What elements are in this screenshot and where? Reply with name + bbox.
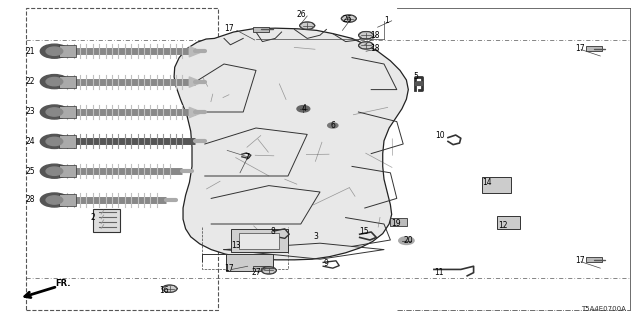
Circle shape [399, 237, 414, 244]
Text: 3: 3 [314, 232, 319, 241]
Text: 20: 20 [403, 236, 413, 245]
FancyBboxPatch shape [253, 266, 269, 271]
Text: 14: 14 [483, 178, 492, 187]
FancyBboxPatch shape [59, 106, 76, 118]
Circle shape [358, 31, 374, 39]
Text: 15: 15 [360, 227, 369, 236]
Text: 24: 24 [26, 137, 35, 146]
Circle shape [297, 106, 310, 112]
Circle shape [46, 167, 63, 175]
Circle shape [40, 193, 68, 207]
Circle shape [46, 108, 63, 116]
Circle shape [341, 15, 356, 22]
Text: 4: 4 [302, 104, 307, 113]
Text: 12: 12 [498, 221, 508, 230]
FancyBboxPatch shape [231, 229, 288, 252]
Text: 5: 5 [413, 72, 419, 81]
Text: 26: 26 [297, 10, 307, 19]
Circle shape [358, 42, 374, 49]
FancyBboxPatch shape [253, 27, 269, 32]
FancyBboxPatch shape [93, 209, 120, 232]
Text: 22: 22 [26, 77, 35, 86]
Text: T5A4E0700A: T5A4E0700A [581, 306, 626, 312]
FancyBboxPatch shape [586, 46, 602, 51]
Circle shape [40, 134, 68, 148]
FancyBboxPatch shape [239, 233, 279, 249]
Bar [26, 8, 218, 310]
FancyBboxPatch shape [59, 76, 76, 88]
Text: 8: 8 [271, 227, 275, 236]
Circle shape [40, 75, 68, 89]
Text: 7: 7 [244, 153, 250, 162]
Circle shape [46, 77, 63, 86]
FancyBboxPatch shape [226, 254, 273, 271]
Text: 2: 2 [91, 213, 95, 222]
Circle shape [40, 105, 68, 119]
Text: 13: 13 [232, 241, 241, 250]
Circle shape [40, 44, 68, 58]
Text: 28: 28 [26, 196, 35, 204]
Polygon shape [174, 28, 408, 260]
Text: 6: 6 [331, 121, 336, 130]
Circle shape [328, 123, 338, 128]
Text: 1: 1 [384, 16, 388, 25]
Circle shape [46, 47, 63, 55]
Text: 27: 27 [252, 268, 261, 277]
FancyBboxPatch shape [59, 45, 76, 57]
Text: 19: 19 [392, 220, 401, 228]
Text: 25: 25 [26, 167, 35, 176]
FancyBboxPatch shape [390, 218, 407, 226]
Text: 21: 21 [26, 47, 35, 56]
Text: 18: 18 [370, 31, 380, 40]
Text: 17: 17 [575, 44, 584, 53]
Text: 18: 18 [370, 44, 380, 53]
FancyBboxPatch shape [59, 135, 76, 148]
Circle shape [46, 137, 63, 146]
Text: FR.: FR. [55, 279, 70, 288]
Text: 16: 16 [159, 286, 168, 295]
Text: 17: 17 [224, 24, 234, 33]
Text: 26: 26 [342, 15, 352, 24]
Circle shape [46, 196, 63, 204]
Circle shape [40, 164, 68, 178]
FancyBboxPatch shape [59, 194, 76, 206]
Text: 23: 23 [26, 108, 35, 116]
Circle shape [300, 22, 315, 29]
Circle shape [162, 285, 177, 292]
Text: 17: 17 [224, 264, 234, 273]
FancyBboxPatch shape [482, 177, 511, 193]
Text: 9: 9 [323, 259, 328, 268]
Circle shape [261, 267, 276, 274]
Text: 11: 11 [434, 268, 444, 277]
Text: 10: 10 [435, 131, 445, 140]
FancyBboxPatch shape [586, 257, 602, 262]
Text: 17: 17 [575, 256, 584, 265]
FancyBboxPatch shape [59, 165, 76, 177]
FancyBboxPatch shape [497, 216, 520, 229]
